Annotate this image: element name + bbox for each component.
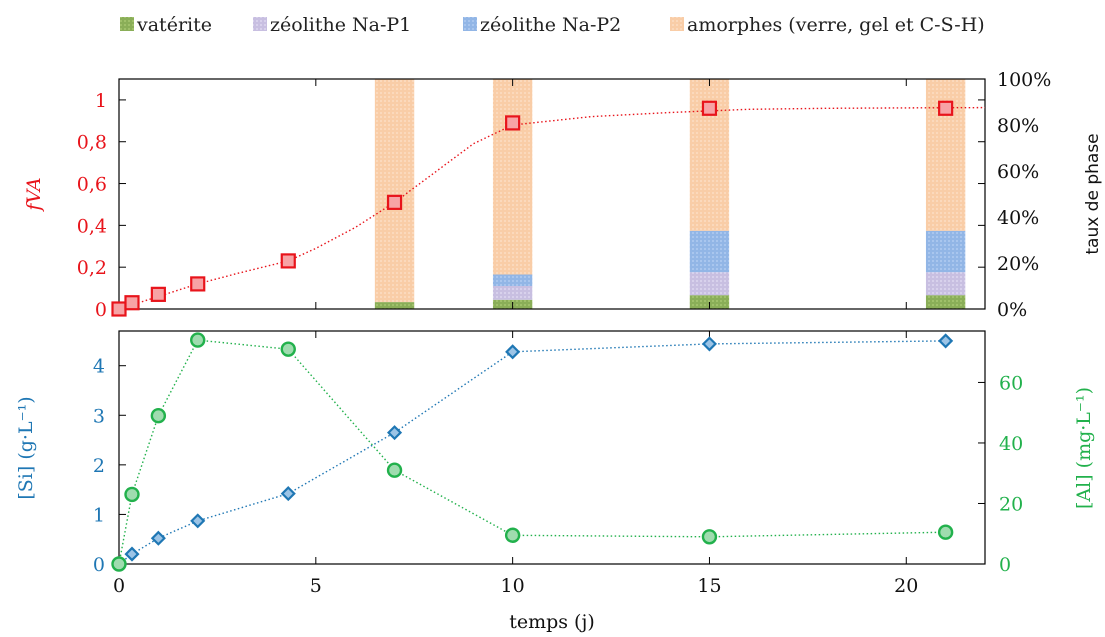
tick-label: 4 <box>93 356 105 378</box>
top-plot-frame <box>118 78 986 310</box>
si-points <box>111 333 954 572</box>
tick-label: 0,6 <box>77 174 107 196</box>
bar-segment <box>689 230 730 273</box>
legend-label-zeolithe-na-p1: zéolithe Na-P1 <box>270 14 411 36</box>
tick-label: 10 <box>501 575 525 597</box>
top-panel: 0 0,2 0,4 0,6 0,8 1 0% 20% 40% 60% 80% 100% fVA ta… <box>23 69 1103 321</box>
top-right-axis-title: taux de phase <box>1083 133 1103 254</box>
tick-label: 2 <box>93 455 105 477</box>
top-left-axis: 0 0,2 0,4 0,6 0,8 1 <box>77 90 985 321</box>
si-point <box>386 425 403 441</box>
legend: vatérite zéolithe Na-P1 zéolithe Na-P2 a… <box>120 14 985 36</box>
fva-point <box>386 194 403 210</box>
bar-segment <box>492 79 533 275</box>
tick-label: 0 <box>93 554 105 576</box>
tick-label: 40% <box>997 207 1039 229</box>
bottom-right-axis-title: [Al] (mg·L⁻¹) <box>1073 387 1095 509</box>
bar-segment <box>925 230 966 273</box>
tick-label: 80% <box>997 115 1039 137</box>
tick-label: 0 <box>999 554 1011 576</box>
bottom-left-axis-title: [Si] (g·L⁻¹) <box>15 396 37 499</box>
al-point <box>124 486 140 503</box>
al-point <box>504 527 521 543</box>
phase-bars <box>374 79 966 309</box>
tick-label: 40 <box>999 433 1023 455</box>
al-points <box>111 332 954 572</box>
si-point <box>190 513 206 529</box>
al-series-line <box>118 339 946 565</box>
legend-swatch-zeolithe-na-p2 <box>463 17 477 31</box>
si-point <box>280 486 296 502</box>
fva-points <box>111 100 954 317</box>
tick-label: 1 <box>95 90 107 112</box>
fva-point <box>280 253 296 269</box>
al-point <box>111 556 127 572</box>
bar-segment <box>925 295 966 309</box>
tick-label: 1 <box>93 504 105 526</box>
tick-label: 20 <box>999 493 1023 515</box>
tick-label: 60 <box>999 372 1023 394</box>
fva-point <box>150 286 166 302</box>
bar-segment <box>374 79 415 303</box>
legend-label-zeolithe-na-p2: zéolithe Na-P2 <box>480 14 621 36</box>
top-left-axis-title: fVA <box>23 177 45 212</box>
fva-point <box>111 301 127 317</box>
tick-label: 0,4 <box>77 215 107 237</box>
al-point <box>937 524 954 540</box>
bottom-x-axis: 0 5 10 15 20 <box>113 331 918 597</box>
tick-label: 100% <box>997 69 1051 91</box>
bar-segment <box>925 272 966 296</box>
al-point <box>190 332 206 348</box>
legend-swatch-amorphes <box>670 17 684 31</box>
si-point <box>124 546 140 562</box>
top-right-axis: 0% 20% 40% 60% 80% 100% <box>997 69 1051 321</box>
fva-point <box>124 295 140 311</box>
legend-label-amorphes: amorphes (verre, gel et C-S-H) <box>687 14 985 36</box>
al-point <box>701 529 718 545</box>
bottom-left-axis: 0 1 2 3 4 <box>93 356 126 576</box>
tick-label: 3 <box>93 405 105 427</box>
si-point <box>938 333 954 349</box>
bar-segment <box>492 286 533 300</box>
al-point <box>280 341 296 357</box>
tick-label: 15 <box>697 575 721 597</box>
legend-item-vaterite: vatérite <box>120 14 212 36</box>
tick-label: 0,2 <box>77 257 107 279</box>
si-point <box>505 344 521 360</box>
tick-label: 20% <box>997 253 1039 275</box>
fva-point <box>505 115 521 131</box>
fva-point <box>190 276 206 292</box>
bottom-panel: 0 1 2 3 4 0 20 40 60 0 5 10 15 20 [Si] (g·L⁻¹) [Al]… <box>15 330 1095 633</box>
x-axis-title: temps (j) <box>509 611 595 633</box>
tick-label: 0% <box>997 299 1027 321</box>
legend-swatch-vaterite <box>120 17 134 31</box>
fva-fit-curve <box>118 106 986 310</box>
bottom-right-axis: 0 20 40 60 <box>978 372 1023 576</box>
tick-label: 60% <box>997 161 1039 183</box>
si-point <box>150 530 166 546</box>
tick-label: 0 <box>95 299 107 321</box>
bar-segment <box>492 274 533 286</box>
tick-label: 20 <box>894 575 918 597</box>
tick-label: 5 <box>310 575 322 597</box>
fva-point <box>701 100 718 116</box>
bar-segment <box>374 302 415 309</box>
al-point <box>150 408 167 424</box>
legend-label-vaterite: vatérite <box>136 14 212 36</box>
legend-item-amorphes: amorphes (verre, gel et C-S-H) <box>670 14 985 36</box>
legend-swatch-zeolithe-na-p1 <box>253 17 267 31</box>
tick-label: 0 <box>113 575 125 597</box>
si-series-line <box>118 340 946 565</box>
bar-segment <box>689 272 730 296</box>
legend-item-zeolithe-na-p2: zéolithe Na-P2 <box>463 14 621 36</box>
al-point <box>386 462 403 478</box>
si-point <box>701 336 718 352</box>
legend-item-zeolithe-na-p1: zéolithe Na-P1 <box>253 14 411 36</box>
bottom-plot-frame <box>118 330 986 565</box>
tick-label: 0,8 <box>77 132 107 154</box>
fva-point <box>938 100 954 116</box>
